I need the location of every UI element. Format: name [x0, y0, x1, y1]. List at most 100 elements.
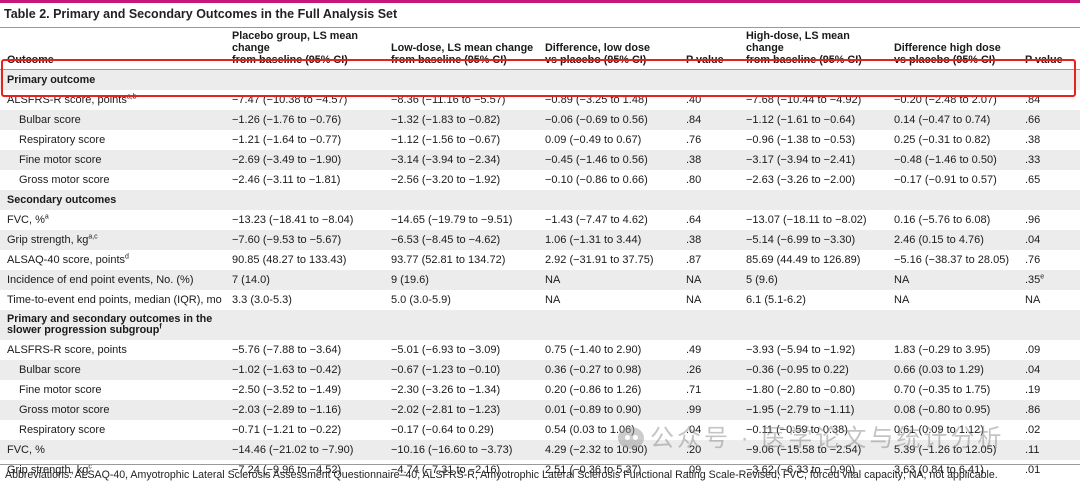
cell-value: 0.25 (−0.31 to 0.82): [894, 134, 991, 146]
footnote-marker: f: [159, 323, 162, 331]
cell-value: .99: [686, 404, 702, 416]
footnote-marker: d: [125, 253, 129, 261]
table-cell: −1.12 (−1.61 to −0.64): [739, 110, 887, 130]
cell-value: −0.11 (−0.59 to 0.38): [746, 424, 848, 436]
cell-value: −1.80 (−2.80 to −0.80): [746, 384, 856, 396]
cell-value: −7.47 (−10.38 to −4.57): [232, 94, 348, 106]
table-cell: 0.61 (0.09 to 1.12): [887, 420, 1018, 440]
table-cell: −0.67 (−1.23 to −0.10): [384, 360, 538, 380]
cell-value: .80: [686, 174, 702, 186]
table-cell: .76: [679, 130, 739, 150]
table-cell: 4.29 (−2.32 to 10.90): [538, 440, 679, 460]
table-cell: [739, 190, 887, 210]
table-cell: 0.70 (−0.35 to 1.75): [887, 380, 1018, 400]
outcome-label: ALSFRS-R score, points: [7, 94, 127, 106]
outcome-label: Time-to-event end points, median (IQR), …: [7, 294, 222, 306]
cell-value: −10.16 (−16.60 to −3.73): [391, 444, 513, 456]
table-cell: −5.16 (−38.37 to 28.05): [887, 250, 1018, 270]
outcome-label-cell: Grip strength, kga,c: [0, 230, 225, 250]
table-cell: 0.75 (−1.40 to 2.90): [538, 340, 679, 360]
cell-value: −9.06 (−15.58 to −2.54): [746, 444, 862, 456]
table-cell: .87: [679, 250, 739, 270]
table-cell: −10.16 (−16.60 to −3.73): [384, 440, 538, 460]
cell-value: −7.68 (−10.44 to −4.92): [746, 94, 862, 106]
table-cell: −1.12 (−1.56 to −0.67): [384, 130, 538, 150]
table-cell: −8.36 (−11.16 to −5.57): [384, 90, 538, 110]
table-cell: .04: [1018, 360, 1080, 380]
table-cell: .71: [679, 380, 739, 400]
table-cell: −0.96 (−1.38 to −0.53): [739, 130, 887, 150]
cell-value: .38: [1025, 134, 1041, 146]
outcome-label-cell: Grip strength, kgc: [0, 460, 225, 480]
cell-value: −8.36 (−11.16 to −5.57): [391, 94, 506, 106]
table-cell: .76: [1018, 250, 1080, 270]
table-cell: NA: [679, 270, 739, 290]
cell-value: −0.36 (−0.95 to 0.22): [746, 364, 849, 376]
cell-value: −14.46 (−21.02 to −7.90): [232, 444, 354, 456]
cell-value: −5.76 (−7.88 to −3.64): [232, 344, 342, 356]
table-cell: .20: [679, 440, 739, 460]
outcome-label-cell: Primary and secondary outcomes in the sl…: [0, 310, 225, 340]
table-cell: .84: [679, 110, 739, 130]
table-cell: [887, 190, 1018, 210]
cell-value: −0.20 (−2.48 to 2.07): [894, 94, 997, 106]
table-cell: 5.0 (3.0-5.9): [384, 290, 538, 310]
cell-value: 5 (9.6): [746, 274, 778, 286]
outcome-label: Incidence of end point events, No. (%): [7, 274, 194, 286]
outcome-label: FVC, %: [7, 214, 45, 226]
table-cell: NA: [1018, 290, 1080, 310]
outcome-label-cell: Fine motor score: [0, 150, 225, 170]
table-row: Bulbar score −1.26 (−1.76 to −0.76) −1.32 …: [0, 110, 1080, 130]
table-cell: 1.06 (−1.31 to 3.44): [538, 230, 679, 250]
cell-value: NA: [686, 294, 702, 306]
cell-value: NA: [894, 274, 910, 286]
cell-value: .65: [1025, 174, 1041, 186]
table-cell: [225, 69, 384, 90]
table-row: FVC, %a −13.23 (−18.41 to −8.04) −14.65 (−…: [0, 210, 1080, 230]
table-cell: .38: [1018, 130, 1080, 150]
cell-value: −3.14 (−3.94 to −2.34): [391, 154, 501, 166]
cell-value: .76: [1025, 254, 1041, 266]
cell-value: 0.70 (−0.35 to 1.75): [894, 384, 991, 396]
table-cell: −2.63 (−3.26 to −2.00): [739, 170, 887, 190]
cell-value: .20: [686, 444, 702, 456]
table-cell: NA: [538, 290, 679, 310]
cell-value: 9 (19.6): [391, 274, 429, 286]
table-cell: −3.93 (−5.94 to −1.92): [739, 340, 887, 360]
table-title: Table 2. Primary and Secondary Outcomes …: [4, 7, 398, 21]
table-cell: −0.17 (−0.64 to 0.29): [384, 420, 538, 440]
table-cell: [384, 190, 538, 210]
table-cell: −6.53 (−8.45 to −4.62): [384, 230, 538, 250]
outcome-label: Primary and secondary outcomes in the sl…: [7, 312, 213, 336]
table-cell: −2.50 (−3.52 to −1.49): [225, 380, 384, 400]
table-cell: .86: [1018, 400, 1080, 420]
cell-value: −0.48 (−1.46 to 0.50): [894, 154, 997, 166]
cell-value: NA: [894, 294, 910, 306]
cell-value: 0.08 (−0.80 to 0.95): [894, 404, 991, 416]
cell-value: 90.85 (48.27 to 133.43): [232, 254, 347, 266]
outcome-label-cell: Bulbar score: [0, 360, 225, 380]
cell-value: −13.23 (−18.41 to −8.04): [232, 214, 354, 226]
cell-value: .09: [686, 464, 702, 476]
table-cell: −0.06 (−0.69 to 0.56): [538, 110, 679, 130]
cell-value: 0.20 (−0.86 to 1.26): [545, 384, 642, 396]
header-p-high: P value: [1018, 28, 1080, 70]
cell-value: .87: [686, 254, 702, 266]
table-cell: NA: [887, 270, 1018, 290]
section-row: Secondary outcomes: [0, 190, 1080, 210]
table-cell: .04: [679, 420, 739, 440]
cell-value: .26: [686, 364, 702, 376]
table-cell: 5.39 (−1.26 to 12.05): [887, 440, 1018, 460]
table-cell: .02: [1018, 420, 1080, 440]
table-cell: 0.09 (−0.49 to 0.67): [538, 130, 679, 150]
table-cell: [384, 310, 538, 340]
cell-value: −0.06 (−0.69 to 0.56): [545, 114, 648, 126]
table-cell: .04: [1018, 230, 1080, 250]
outcome-label: Respiratory score: [19, 134, 106, 146]
table-cell: 0.08 (−0.80 to 0.95): [887, 400, 1018, 420]
table-cell: .80: [679, 170, 739, 190]
table-cell: −1.43 (−7.47 to 4.62): [538, 210, 679, 230]
wechat-icon: [618, 427, 644, 449]
table-cell: −0.45 (−1.46 to 0.56): [538, 150, 679, 170]
table-cell: −0.10 (−0.86 to 0.66): [538, 170, 679, 190]
